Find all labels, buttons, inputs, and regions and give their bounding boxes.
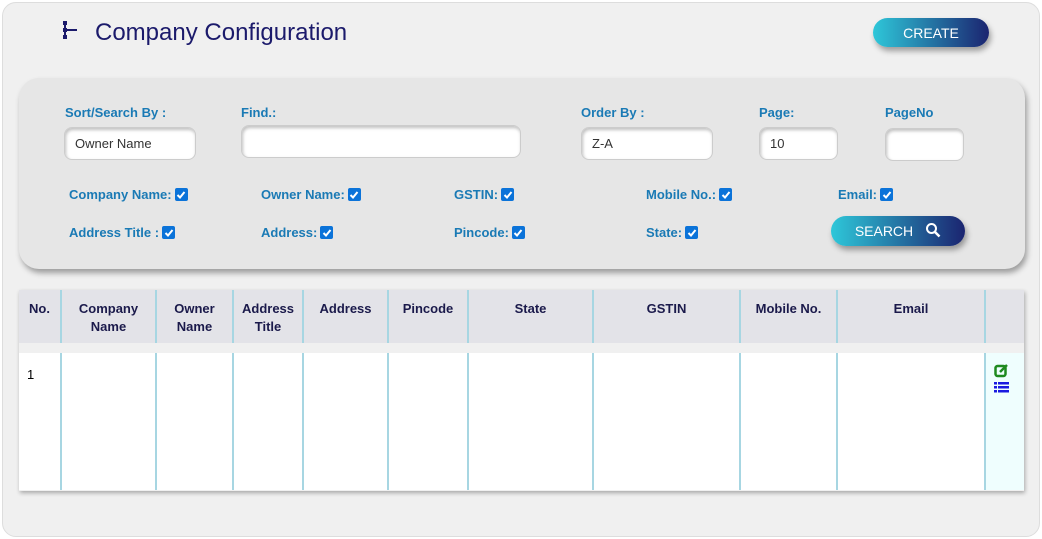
checkbox-label: Address: (261, 225, 318, 240)
checkbox[interactable] (320, 226, 334, 239)
create-button[interactable]: CREATE (873, 18, 989, 47)
table-cell (592, 353, 740, 490)
sort-label: Sort/Search By : (65, 105, 167, 120)
column-header[interactable]: Mobile No. (739, 290, 837, 343)
table-cell (155, 353, 233, 490)
order-by-select[interactable]: Z-A (581, 127, 713, 160)
sort-by-select[interactable]: Owner Name (64, 127, 196, 160)
checkbox[interactable] (347, 188, 361, 201)
column-header[interactable]: Address (302, 290, 388, 343)
checkbox[interactable] (685, 226, 699, 239)
column-header[interactable]: Email (836, 290, 985, 343)
results-table: No. Company Name Owner Name Address Title Ad… (19, 290, 1024, 490)
page-title: Company Configuration (95, 19, 348, 46)
checkbox-option[interactable]: Owner Name: (261, 187, 361, 202)
checkbox-label: Address Title : (69, 225, 160, 240)
table-row: 1 (19, 353, 1024, 490)
checkbox-label: Email: (838, 187, 878, 202)
pageno-label: PageNo (885, 105, 934, 120)
table-cell (387, 353, 468, 490)
edit-icon[interactable] (994, 363, 1016, 381)
checkbox[interactable] (719, 188, 733, 201)
checkbox-option[interactable]: Email: (838, 187, 894, 202)
order-label: Order By : (581, 105, 645, 120)
checkbox-label: Owner Name: (261, 187, 345, 202)
column-header[interactable] (984, 290, 1024, 343)
checkbox[interactable] (162, 226, 176, 239)
column-header[interactable]: Owner Name (155, 290, 233, 343)
table-cell (836, 353, 985, 490)
checkbox-option[interactable]: Address: (261, 225, 334, 240)
column-header[interactable]: Address Title (232, 290, 303, 343)
checkbox-option[interactable]: GSTIN: (454, 187, 515, 202)
filter-panel: Sort/Search By : Owner Name Find.: Order… (19, 78, 1025, 269)
checkbox-label: GSTIN: (454, 187, 499, 202)
list-icon[interactable] (994, 381, 1016, 397)
checkbox-option[interactable]: Address Title : (69, 225, 176, 240)
table-cell (984, 353, 1024, 490)
search-button[interactable]: SEARCH (831, 216, 965, 246)
find-label: Find.: (241, 105, 277, 120)
column-header[interactable]: No. (19, 290, 61, 343)
table-cell (60, 353, 156, 490)
sitemap-icon (61, 21, 77, 44)
table-cell (467, 353, 593, 490)
checkbox-option[interactable]: Mobile No.: (646, 187, 733, 202)
page-label: Page: (759, 105, 795, 120)
checkbox-label: Pincode: (454, 225, 509, 240)
search-icon (925, 222, 941, 241)
table-cell (302, 353, 388, 490)
table-cell (232, 353, 303, 490)
column-header[interactable]: GSTIN (592, 290, 740, 343)
table-cell (739, 353, 837, 490)
pageno-input[interactable] (885, 128, 964, 161)
checkbox-label: Mobile No.: (646, 187, 717, 202)
checkbox[interactable] (511, 226, 525, 239)
search-label: SEARCH (854, 223, 914, 239)
page-size-input[interactable]: 10 (759, 127, 838, 160)
checkbox-label: State: (646, 225, 683, 240)
checkbox[interactable] (880, 188, 894, 201)
table-cell: 1 (19, 353, 61, 490)
column-header[interactable]: State (467, 290, 593, 343)
column-header[interactable]: Pincode (387, 290, 468, 343)
checkbox-option[interactable]: State: (646, 225, 699, 240)
checkbox-option[interactable]: Pincode: (454, 225, 525, 240)
spacer (19, 343, 1024, 353)
checkbox[interactable] (501, 188, 515, 201)
checkbox[interactable] (174, 188, 188, 201)
column-header[interactable]: Company Name (60, 290, 156, 343)
checkbox-label: Company Name: (69, 187, 172, 202)
find-input[interactable] (241, 125, 521, 158)
checkbox-option[interactable]: Company Name: (69, 187, 188, 202)
